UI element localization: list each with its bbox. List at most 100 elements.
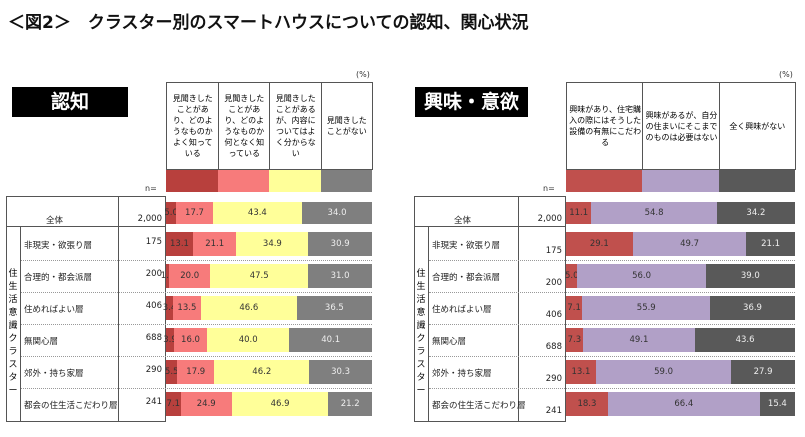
row-n: 2,000: [537, 214, 562, 224]
bar-segment: 17.7: [176, 202, 213, 224]
row-label: 住めればよい層: [24, 305, 84, 315]
stacked-bar: 11.1 54.8 34.2: [566, 202, 796, 224]
row-label: 合理的・都会派層: [432, 273, 501, 283]
n-label: n=: [145, 184, 157, 193]
bar-segment: 66.4: [607, 392, 760, 416]
table-frame: [414, 196, 566, 422]
stacked-bar: 13.1 21.1 34.9 30.9: [166, 232, 372, 256]
bar-segment: 59.0: [595, 360, 732, 384]
divider: [518, 196, 519, 422]
bar-segment: 7.1: [166, 392, 181, 416]
panel-title: 興味・意欲: [415, 87, 528, 117]
stacked-bar: 7.3 49.1 43.6: [566, 328, 795, 352]
row-n: 688: [545, 342, 562, 352]
row-n: 688: [145, 333, 162, 343]
divider: [118, 196, 119, 422]
stacked-bar: 1.5 20.0 47.5 31.0: [161, 264, 372, 288]
bar-segment: 24.9: [180, 392, 232, 416]
unit-label: (%): [779, 70, 793, 79]
bar-segment: 5.0: [164, 202, 178, 224]
bar-segment: 40.0: [206, 328, 290, 352]
legend-swatch: [718, 170, 795, 192]
row-label: 合理的・都会派層: [24, 273, 93, 283]
stacked-bar: 3.9 16.0 40.0 40.1: [163, 328, 372, 352]
stacked-bar: 5.5 17.9 46.2 30.3: [165, 360, 372, 384]
bar-segment: 27.9: [731, 360, 795, 384]
divider: [6, 226, 166, 227]
bar-segment: 49.1: [582, 328, 696, 352]
legend-header: 見聞きしたことがあるが、内容についてはよく分からない: [269, 82, 322, 170]
row-label: 非現実・欲張り層: [432, 241, 501, 251]
legend-header: 見聞きしたことがあり、どのようなものかよく知っている: [166, 82, 219, 170]
bar-segment: 11.1: [566, 202, 592, 224]
bar-segment: 21.1: [746, 232, 795, 256]
row-divider: [429, 324, 795, 325]
bar-segment: 21.2: [328, 392, 372, 416]
stacked-bar: 7.1 24.9 46.9 21.2: [166, 392, 372, 416]
bar-segment: 13.1: [166, 232, 193, 256]
bar-segment: 7.1: [566, 296, 583, 320]
bar-segment: 18.3: [566, 392, 608, 416]
bar-segment: 5.5: [165, 360, 178, 384]
bar-segment: 34.2: [716, 202, 796, 224]
row-divider: [429, 388, 795, 389]
row-n: 406: [145, 301, 162, 311]
row-label: 都会の住生活こだわり層: [24, 401, 118, 411]
bar-segment: 20.0: [169, 264, 211, 288]
row-n: 406: [545, 310, 562, 320]
bar-segment: 30.3: [309, 360, 372, 384]
stacked-bar: 18.3 66.4 15.4: [566, 392, 795, 416]
stacked-bar: 7.1 55.9 36.9: [566, 296, 795, 320]
bar-segment: 43.4: [212, 202, 303, 224]
bar-segment: 34.0: [302, 202, 372, 224]
row-divider: [21, 356, 372, 357]
bar-segment: 30.9: [308, 232, 372, 256]
bar-segment: 13.1: [566, 360, 596, 384]
row-n: 175: [145, 237, 162, 247]
bar-segment: 16.0: [174, 328, 207, 352]
divider: [20, 226, 21, 422]
row-label: 都会の住生活こだわり層: [432, 401, 526, 411]
legend-header: 興味があり、住宅購入の際にはそうした設備の有無にこだわる: [566, 82, 644, 170]
bar-segment: 46.9: [231, 392, 329, 416]
bar-segment: 1.5: [161, 264, 174, 288]
bar-segment: 5.0: [565, 264, 578, 288]
bar-segment: 49.7: [632, 232, 747, 256]
row-label: 郊外・持ち家層: [432, 369, 492, 379]
legend-swatch: [320, 170, 372, 192]
row-label: 郊外・持ち家層: [24, 369, 84, 379]
row-divider: [21, 388, 372, 389]
row-label: 無関心層: [24, 337, 59, 347]
bar-segment: 46.6: [200, 296, 297, 320]
bar-segment: 36.9: [710, 296, 795, 320]
row-label: 住めればよい層: [432, 305, 492, 315]
legend-swatch: [217, 170, 269, 192]
bar-segment: 56.0: [577, 264, 706, 288]
row-divider: [429, 356, 795, 357]
unit-label: (%): [356, 70, 370, 79]
row-label: 全体: [46, 216, 64, 226]
bar-segment: 21.1: [192, 232, 237, 256]
legend-header: 全く興味がない: [718, 82, 796, 170]
legend-swatch: [566, 170, 643, 192]
row-divider: [21, 324, 372, 325]
row-divider: [429, 260, 795, 261]
row-n: 241: [145, 397, 162, 407]
bar-segment: 43.6: [695, 328, 795, 352]
row-n: 290: [545, 374, 562, 384]
bar-segment: 46.2: [214, 360, 310, 384]
divider: [414, 226, 566, 227]
panel-title: 認知: [12, 87, 128, 117]
bar-segment: 40.1: [289, 328, 372, 352]
row-n: 2,000: [137, 214, 162, 224]
stacked-bar: 3.4 13.5 46.6 36.5: [163, 296, 372, 320]
table-frame: [6, 196, 166, 422]
legend-swatch: [166, 170, 218, 192]
n-label: n=: [543, 184, 555, 193]
group-label: 住生活意識クラスター: [416, 269, 426, 396]
legend-header: 見聞きしたことがない: [320, 82, 373, 170]
row-n: 290: [145, 365, 162, 375]
bar-segment: 3.9: [163, 328, 177, 352]
row-divider: [429, 292, 795, 293]
